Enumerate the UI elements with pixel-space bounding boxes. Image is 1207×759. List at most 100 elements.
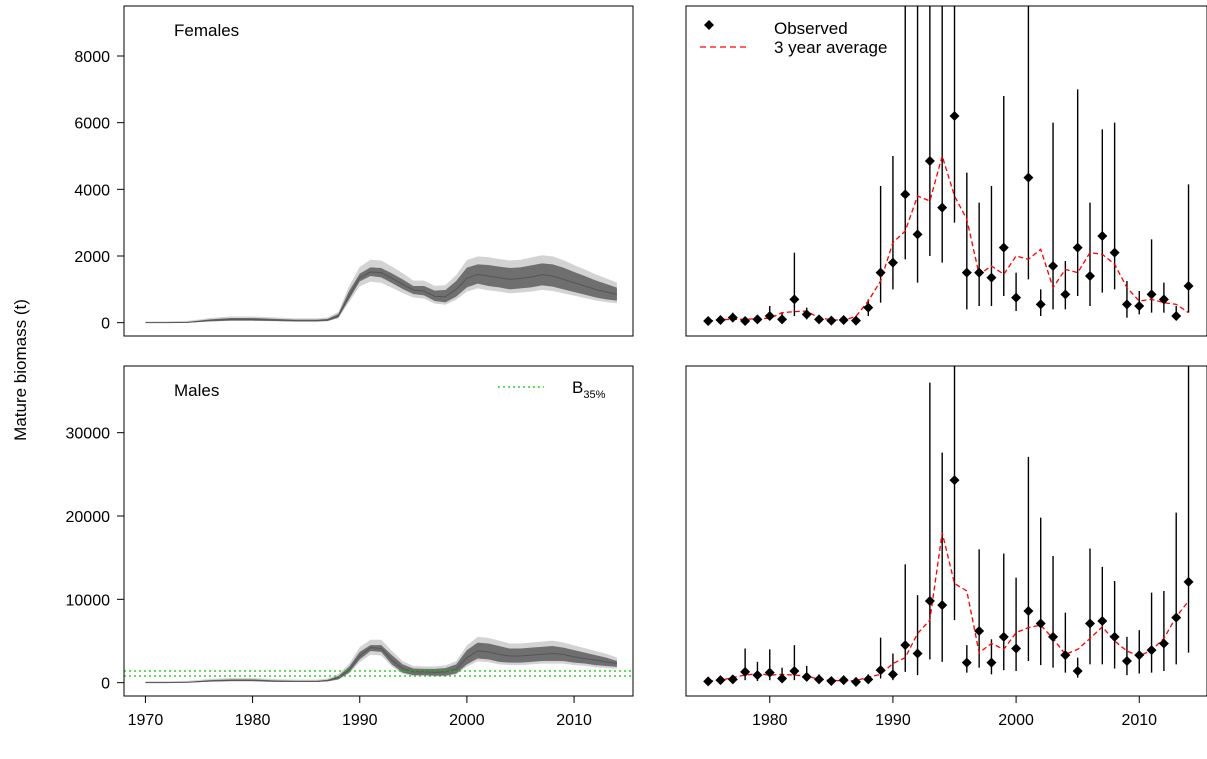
observed-point: [1072, 666, 1083, 676]
y-axis-males: 0 10000 20000 30000: [66, 426, 125, 693]
observed-point: [1060, 289, 1071, 300]
observed-point: [1171, 311, 1182, 321]
observed-point: [1048, 631, 1059, 642]
observed-point: [1183, 576, 1194, 587]
x-tick-label: 2000: [449, 712, 485, 729]
observed-point: [924, 156, 935, 166]
observed-point: [1011, 292, 1022, 303]
observed-point: [1072, 242, 1083, 253]
observed-point: [1134, 301, 1145, 311]
observed-point: [789, 666, 800, 676]
observed-point: [740, 316, 751, 326]
observed-point: [863, 302, 874, 313]
y-axis-females: 0 2000 4000 6000 8000: [74, 49, 125, 333]
legend-b35-label: B35%: [572, 378, 606, 401]
observed-point: [1084, 271, 1095, 281]
observed-point: [752, 670, 763, 681]
observed-point: [1084, 618, 1095, 629]
x-tick-label: 1980: [752, 712, 788, 729]
observed-point: [801, 671, 812, 682]
observed-point: [789, 294, 800, 305]
observed-point: [1158, 638, 1169, 649]
observed-point: [998, 242, 1009, 253]
observed-point: [1097, 616, 1108, 626]
observed-point: [961, 267, 972, 278]
observed-point: [937, 600, 948, 611]
observed-point: [801, 309, 812, 320]
observed-point: [1097, 231, 1108, 241]
legend-b35: B35%: [498, 378, 606, 401]
panel-females-model: Females 0 2000 4000 6000 8000: [74, 5, 634, 337]
y-tick-label: 2000: [74, 249, 110, 266]
observed-point: [777, 314, 788, 325]
observed-point: [838, 675, 849, 686]
y-tick-label: 6000: [74, 116, 110, 133]
observed-point: [1146, 645, 1157, 656]
observed-point: [1171, 612, 1182, 623]
observed-point: [814, 314, 825, 325]
observed-point: [1035, 299, 1046, 310]
x-axis-model: 1970 1980 1990 2000 2010: [128, 695, 592, 729]
observed-point: [912, 229, 923, 240]
observed-point: [949, 111, 960, 121]
observed-point: [777, 673, 788, 684]
observed-point: [974, 626, 985, 636]
y-tick-label: 4000: [74, 182, 110, 199]
x-tick-label: 1990: [342, 712, 378, 729]
observed-point: [900, 189, 911, 200]
legend-avg-label: 3 year average: [774, 38, 887, 57]
three-year-average-line: [708, 153, 1189, 322]
observed-point: [1023, 172, 1034, 183]
observed-point: [826, 315, 837, 326]
observed-point: [912, 648, 923, 659]
x-tick-label: 2010: [1121, 712, 1157, 729]
observed-point: [998, 631, 1009, 642]
observed-point: [863, 674, 874, 685]
observed-point: [850, 676, 861, 687]
observed-point: [752, 314, 763, 325]
y-tick-label: 20000: [66, 509, 111, 526]
plot-frame: [685, 5, 1207, 337]
observed-point: [986, 657, 997, 668]
observed-point: [1183, 281, 1194, 291]
panel-males-observed: 1980 1990 2000 2010: [685, 365, 1207, 729]
observed-point: [727, 674, 738, 685]
observed-point: [974, 267, 985, 278]
observed-point: [924, 596, 935, 606]
y-tick-label: 0: [101, 676, 110, 693]
observed-point: [764, 667, 775, 678]
observed-point: [715, 675, 726, 686]
y-tick-label: 0: [101, 316, 110, 333]
observed-point: [740, 666, 751, 677]
panel-title: Males: [174, 381, 219, 400]
x-axis-observed: 1980 1990 2000 2010: [752, 695, 1157, 729]
x-tick-label: 1970: [128, 712, 164, 729]
panel-title: Females: [174, 21, 239, 40]
observed-point: [949, 475, 960, 486]
observed-point: [937, 202, 948, 213]
observed-point: [1109, 247, 1120, 258]
legend-observed-marker: [704, 20, 714, 30]
observed-point: [875, 665, 886, 676]
panel-males-model: Males B35% 0 10000 20000 30000 1970 1980 1990…: [66, 365, 634, 729]
observed-point: [1023, 606, 1034, 616]
ci-band-inner: [145, 642, 617, 683]
observed-point: [1048, 261, 1059, 271]
observed-point: [814, 674, 825, 685]
observed-point: [727, 312, 738, 323]
observed-point: [703, 316, 714, 326]
median-line: [145, 271, 618, 324]
median-line: [145, 647, 618, 684]
observed-point: [961, 657, 972, 668]
observed-point: [1109, 631, 1120, 642]
observed-point: [850, 315, 861, 326]
x-tick-label: 2010: [556, 712, 592, 729]
y-tick-label: 8000: [74, 49, 110, 66]
legend-observed-label: Observed: [774, 19, 848, 38]
y-tick-label: 30000: [66, 426, 111, 443]
observed-point: [1146, 289, 1157, 300]
x-tick-label: 1980: [235, 712, 271, 729]
x-tick-label: 1990: [875, 712, 911, 729]
panel-females-observed: Observed 3 year average: [685, 5, 1207, 337]
observed-point: [703, 676, 714, 687]
